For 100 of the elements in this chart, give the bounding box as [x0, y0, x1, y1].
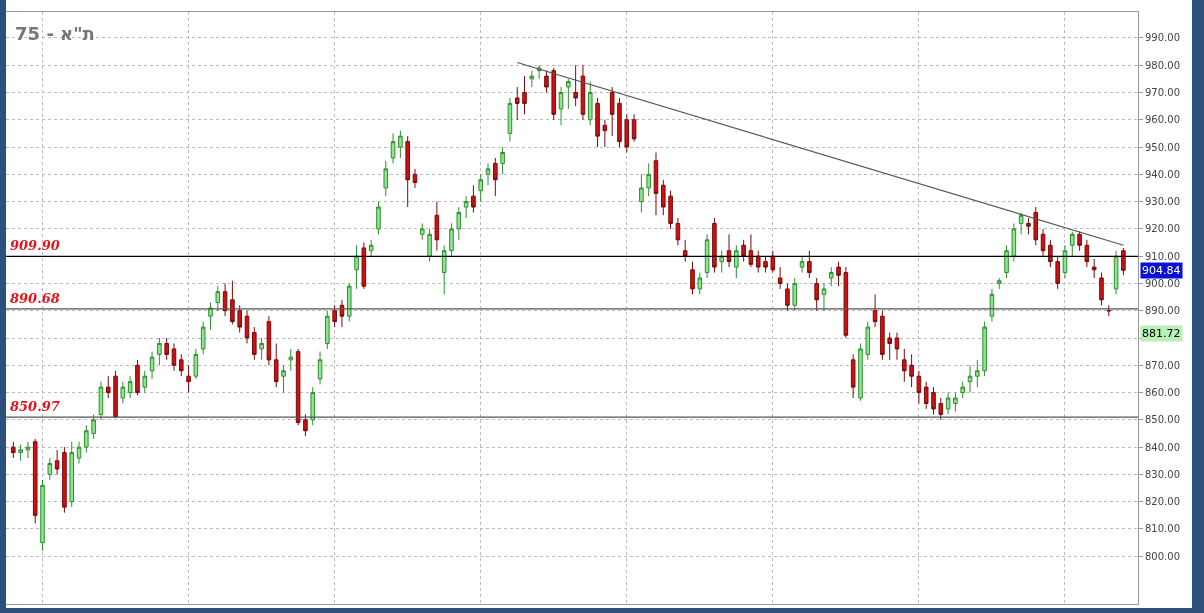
candlestick — [719, 250, 725, 274]
candlestick — [1004, 244, 1009, 279]
annotation: 904.84 — [1142, 264, 1181, 277]
candlestick — [434, 201, 440, 252]
candlestick — [303, 413, 308, 437]
candlestick — [471, 184, 476, 214]
y-tick-label: 800.00 — [1145, 550, 1180, 562]
candlestick — [317, 351, 323, 385]
candlestick — [368, 239, 374, 257]
text: ת"א - 75 — [15, 22, 95, 44]
y-tick-label: 860.00 — [1145, 387, 1180, 399]
candlestick — [595, 97, 600, 148]
candlestick — [865, 321, 871, 361]
candlestick — [449, 222, 454, 257]
candlestick — [792, 277, 798, 312]
candlestick — [975, 359, 980, 388]
y-tick-label: 980.00 — [1145, 59, 1180, 71]
candlestick — [354, 244, 359, 290]
candlestick — [996, 277, 1002, 290]
candlestick — [200, 321, 206, 355]
y-tick-label: 960.00 — [1145, 114, 1180, 126]
candlestick — [91, 413, 96, 440]
y-tick-label: 950.00 — [1145, 141, 1180, 153]
candlestick — [1106, 304, 1112, 317]
y-tick-label: 820.00 — [1145, 496, 1180, 508]
candlestick — [653, 152, 659, 216]
candlestick — [799, 255, 805, 274]
candlestick — [514, 86, 520, 121]
candlestick — [1033, 206, 1039, 246]
candlestick — [566, 78, 571, 110]
candlestick — [704, 233, 710, 279]
candlestick — [478, 173, 483, 203]
candlestick — [390, 132, 396, 164]
candlestick — [412, 168, 418, 189]
candlestick — [712, 217, 717, 274]
candlestick — [1077, 231, 1082, 252]
y-tick-label: 900.00 — [1145, 277, 1180, 289]
y-tick-label: 830.00 — [1145, 468, 1180, 480]
candlestick — [785, 282, 790, 312]
candlestick — [310, 386, 316, 426]
candlestick — [259, 337, 264, 361]
candlestick — [953, 392, 958, 413]
candlestick — [807, 250, 812, 279]
candlestick — [821, 282, 827, 312]
candlestick — [967, 364, 973, 394]
candlestick — [916, 370, 922, 404]
candlestick — [631, 113, 637, 143]
candlestick — [828, 266, 834, 287]
candlestick — [909, 353, 914, 388]
candlestick — [178, 353, 184, 377]
candlestick — [11, 441, 16, 459]
candlestick — [777, 266, 783, 290]
candlestick — [763, 255, 768, 274]
candlestick — [755, 250, 761, 274]
candlestick — [18, 443, 23, 462]
candlestick — [127, 375, 133, 399]
candlestick — [25, 441, 31, 459]
candlestick — [843, 266, 849, 339]
candlestick — [419, 222, 425, 241]
candlestick — [500, 146, 505, 175]
candlestick — [84, 424, 89, 454]
ref-line-label: 850.97 — [10, 399, 60, 414]
candlestick — [661, 179, 666, 216]
ref-line-label: 909.90 — [10, 238, 60, 253]
candlestick — [1091, 258, 1097, 279]
candlestick — [164, 337, 169, 361]
candlestick — [544, 70, 549, 93]
candlestick — [215, 285, 221, 312]
candlestick — [40, 479, 45, 552]
candlestick — [858, 342, 863, 402]
y-tick-label: 890.00 — [1145, 305, 1180, 317]
y-tick-label: 910.00 — [1145, 250, 1180, 262]
y-tick-label: 840.00 — [1145, 441, 1180, 453]
candlestick — [76, 441, 82, 464]
candlestick — [1062, 244, 1068, 279]
candlestick — [573, 64, 578, 107]
candlestick — [836, 261, 841, 287]
candlestick — [982, 321, 987, 377]
ref-line-label: 890.68 — [10, 291, 60, 306]
candlestick — [522, 75, 527, 115]
candlestick — [405, 135, 410, 208]
candlestick — [1069, 231, 1075, 257]
candlestick — [945, 392, 951, 415]
candlestick — [113, 370, 118, 418]
candlestick — [507, 97, 513, 143]
candlestick — [894, 332, 900, 361]
candlestick — [741, 239, 746, 263]
candlestick — [266, 315, 272, 366]
candlestick — [960, 381, 966, 399]
candlestick — [880, 310, 885, 361]
candlestick — [252, 326, 257, 361]
candlestick — [1121, 247, 1126, 276]
y-tick-label: 870.00 — [1145, 359, 1180, 371]
candlestick — [493, 157, 498, 197]
candlestick — [902, 348, 907, 383]
candlestick — [295, 348, 301, 426]
candlestick — [887, 332, 892, 361]
candlestick — [697, 272, 703, 295]
y-tick-label: 970.00 — [1145, 86, 1180, 98]
y-tick-label: 850.00 — [1145, 414, 1180, 426]
